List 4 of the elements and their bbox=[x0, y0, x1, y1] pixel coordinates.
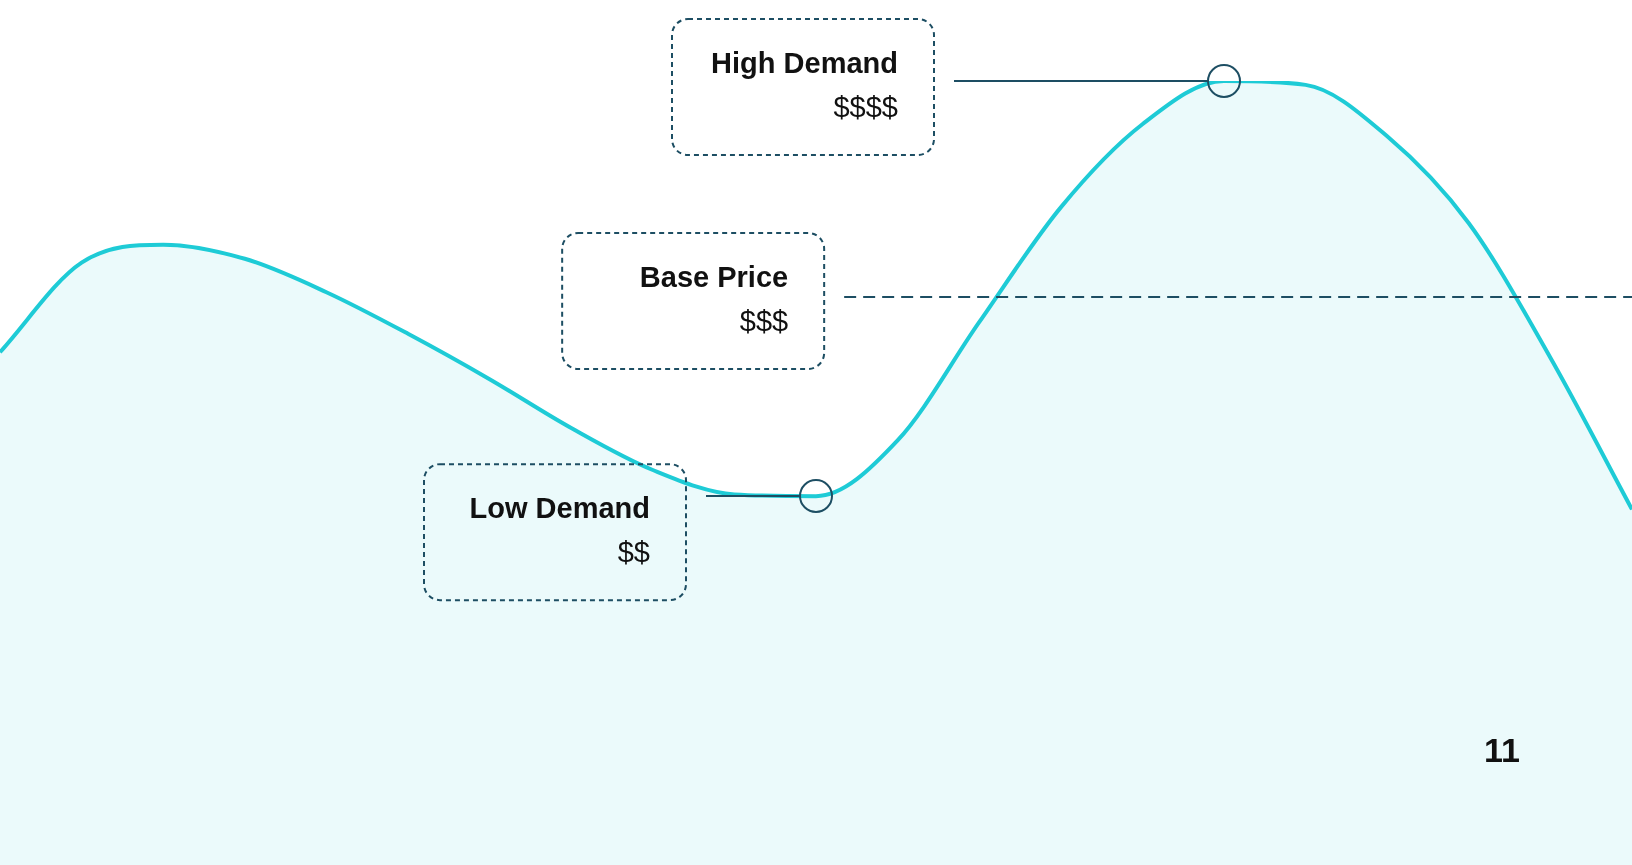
ref-line-label: Base Price $$$ bbox=[639, 260, 789, 337]
text: 11 bbox=[1484, 731, 1520, 770]
annotation: High Demand $$$$ bbox=[711, 47, 898, 123]
annotation: Low Demand $$ bbox=[469, 492, 650, 569]
